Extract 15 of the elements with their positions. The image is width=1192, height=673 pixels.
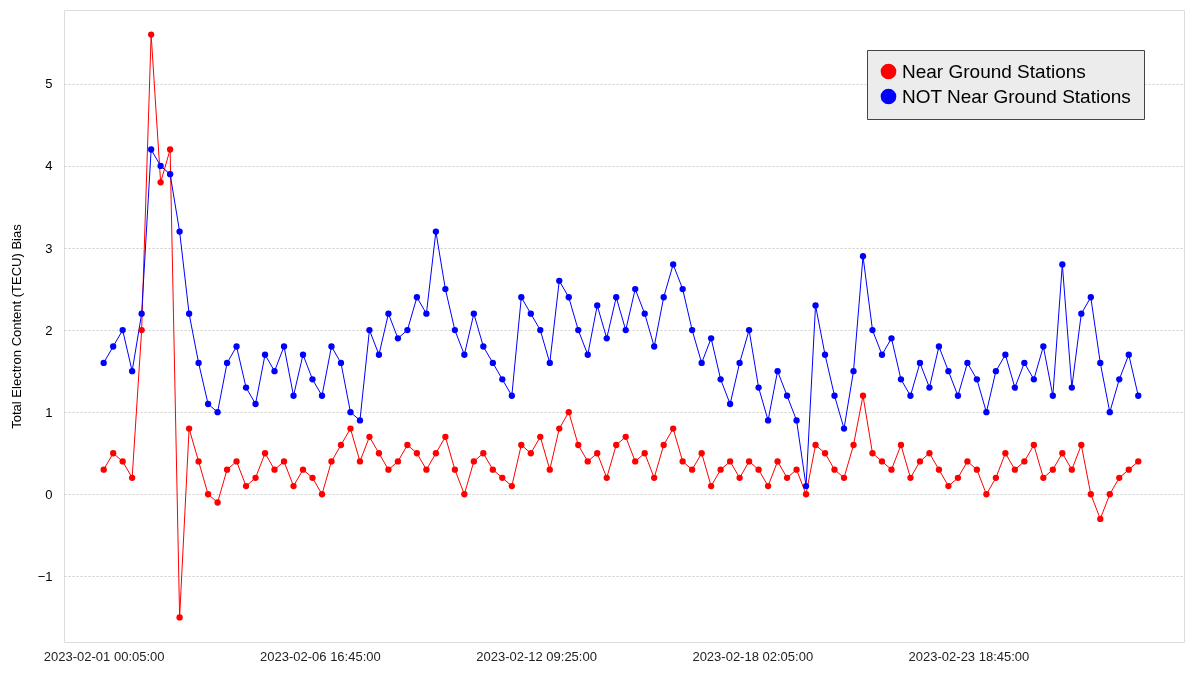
y-tick-label: 2 bbox=[45, 322, 53, 338]
y-tick-label: 4 bbox=[45, 158, 53, 174]
x-tick-label: 2023-02-18 02:05:00 bbox=[692, 648, 814, 664]
y-tick-label: 0 bbox=[45, 486, 53, 502]
y-axis-title: Total Electron Content (TECU) Bias bbox=[8, 223, 24, 429]
y-tick-label: 1 bbox=[45, 404, 53, 420]
y-tick-label: 3 bbox=[45, 240, 53, 256]
y-tick-label: −1 bbox=[37, 568, 53, 584]
x-tick-label: 2023-02-23 18:45:00 bbox=[908, 648, 1030, 664]
x-tick-label: 2023-02-06 16:45:00 bbox=[260, 648, 381, 664]
x-tick-label: 2023-02-12 09:25:00 bbox=[476, 648, 597, 664]
legend-label: NOT Near Ground Stations bbox=[902, 85, 1131, 107]
x-tick-label: 2023-02-01 00:05:00 bbox=[43, 648, 165, 664]
legend-label: Near Ground Stations bbox=[902, 60, 1086, 82]
y-tick-label: 5 bbox=[45, 76, 53, 92]
